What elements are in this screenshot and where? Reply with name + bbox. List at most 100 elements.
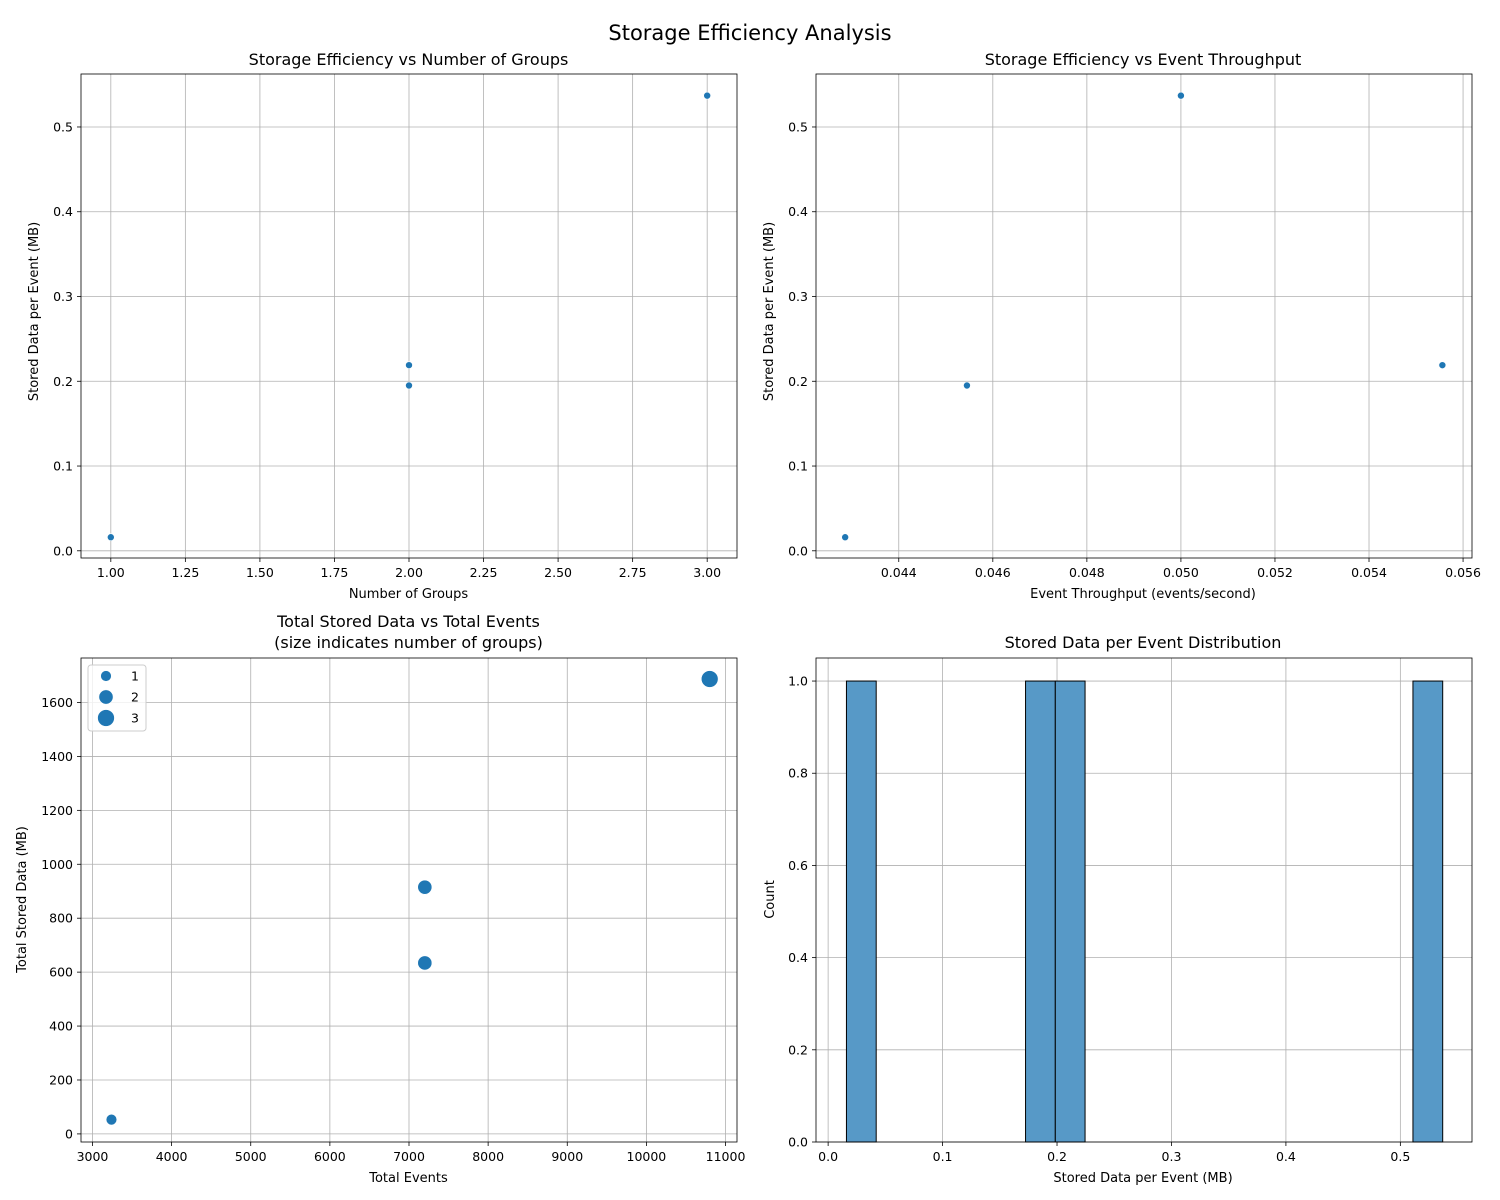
plot-area: 0.0 0.1 0.2 0.3 0.4 0.5 0.0 0.2 0.4 0.6 0.8 1.0 <box>788 657 1473 1164</box>
y-tick-label: 1000 <box>41 857 73 872</box>
panel-title: Storage Efficiency vs Number of Groups <box>249 50 569 69</box>
y-tick-label: 1400 <box>41 749 73 764</box>
y-tick-label: 0.8 <box>788 766 808 781</box>
x-tick-label: 0.052 <box>1257 565 1293 580</box>
size-legend: 1 2 3 <box>87 664 147 732</box>
x-tick-label: 0.4 <box>1276 1149 1296 1164</box>
y-axis-label: Total Stored Data (MB) <box>15 826 30 974</box>
legend-marker <box>98 689 114 705</box>
x-tick-label: 0.050 <box>1163 565 1199 580</box>
histogram-bar <box>845 680 877 1143</box>
x-tick-label: 1.50 <box>246 565 274 580</box>
axes-frame <box>815 73 1473 559</box>
y-tick-label: 600 <box>49 965 73 980</box>
x-tick-label: 0.1 <box>933 1149 953 1164</box>
y-tick-label: 0.3 <box>53 289 73 304</box>
scatter-point <box>417 879 433 895</box>
legend-label: 1 <box>131 669 139 684</box>
x-tick-label: 7000 <box>393 1149 425 1164</box>
panel-histogram: 0.0 0.1 0.2 0.3 0.4 0.5 0.0 0.2 0.4 0.6 0.8 1.0 Sto… <box>763 633 1473 1186</box>
x-tick-label: 0.5 <box>1390 1149 1410 1164</box>
figure-title: Storage Efficiency Analysis <box>608 21 891 45</box>
panel-title: Stored Data per Event Distribution <box>1005 633 1282 652</box>
scatter-point <box>700 670 719 688</box>
histogram-bar <box>1025 680 1056 1143</box>
x-tick-label: 2.00 <box>395 565 423 580</box>
x-tick-label: 11000 <box>706 1149 746 1164</box>
y-tick-label: 0 <box>65 1126 73 1141</box>
legend-marker <box>97 709 115 727</box>
x-tick-label: 0.044 <box>881 565 917 580</box>
y-tick-label: 1.0 <box>788 674 808 689</box>
y-tick-label: 1200 <box>41 803 73 818</box>
legend-label: 3 <box>131 711 139 726</box>
x-tick-label: 3000 <box>77 1149 109 1164</box>
y-axis-label: Stored Data per Event (MB) <box>27 222 42 401</box>
x-tick-label: 1.25 <box>171 565 199 580</box>
y-tick-label: 0.2 <box>788 1042 808 1057</box>
y-tick-label: 0.5 <box>788 119 808 134</box>
panel-subtitle: (size indicates number of groups) <box>274 633 543 652</box>
y-tick-label: 0.0 <box>788 543 808 558</box>
x-tick-label: 5000 <box>235 1149 267 1164</box>
plot-area: 1.00 1.25 1.50 1.75 2.00 2.25 2.50 2.75 3.00 0.0 0… <box>53 73 738 580</box>
y-tick-label: 400 <box>49 1019 73 1034</box>
plot-area: 3000 4000 5000 6000 7000 8000 9000 10000 1100002… <box>41 657 746 1164</box>
y-tick-label: 0.4 <box>788 204 808 219</box>
x-tick-label: 0.054 <box>1351 565 1387 580</box>
y-tick-label: 0.5 <box>53 119 73 134</box>
y-tick-label: 200 <box>49 1072 73 1087</box>
x-tick-label: 0.2 <box>1047 1149 1067 1164</box>
scatter-point <box>107 533 115 542</box>
legend-label: 2 <box>131 690 139 705</box>
plot-area: 0.044 0.046 0.048 0.050 0.052 0.054 0.056 0.0 0.… <box>788 73 1481 580</box>
y-tick-label: 1600 <box>41 695 73 710</box>
scatter-point <box>405 361 413 369</box>
x-tick-label: 8000 <box>472 1149 504 1164</box>
y-tick-label: 0.2 <box>788 374 808 389</box>
scatter-point <box>405 381 413 390</box>
x-tick-label: 10000 <box>627 1149 667 1164</box>
x-tick-label: 0.0 <box>818 1149 838 1164</box>
x-tick-label: 1.75 <box>321 565 349 580</box>
axes-frame <box>80 73 738 559</box>
x-tick-label: 2.25 <box>470 565 498 580</box>
scatter-point <box>841 533 849 542</box>
panel-groups-efficiency: 1.00 1.25 1.50 1.75 2.00 2.25 2.50 2.75 3.00 0.0 0… <box>27 50 738 602</box>
panel-title: Storage Efficiency vs Event Throughput <box>985 50 1302 69</box>
x-tick-label: 4000 <box>156 1149 188 1164</box>
y-tick-label: 0.0 <box>788 1135 808 1150</box>
x-tick-label: 0.056 <box>1445 565 1481 580</box>
x-tick-label: 9000 <box>551 1149 583 1164</box>
scatter-point <box>963 381 971 390</box>
x-tick-label: 1.00 <box>97 565 125 580</box>
y-tick-label: 0.6 <box>788 858 808 873</box>
x-tick-label: 6000 <box>314 1149 346 1164</box>
y-tick-label: 800 <box>49 911 73 926</box>
scatter-point <box>1177 91 1185 100</box>
y-tick-label: 0.4 <box>788 950 808 965</box>
panel-total-stored-vs-events: 3000 4000 5000 6000 7000 8000 9000 10000 1100002… <box>15 612 745 1186</box>
scatter-point <box>1438 361 1447 369</box>
x-tick-label: 0.046 <box>975 565 1011 580</box>
scatter-point <box>703 91 711 100</box>
histogram-bar <box>1054 680 1086 1143</box>
scatter-point <box>417 955 433 971</box>
x-tick-label: 2.75 <box>619 565 647 580</box>
x-axis-label: Total Events <box>368 1171 448 1186</box>
y-tick-label: 0.1 <box>788 459 808 474</box>
axes-frame <box>815 657 1473 1143</box>
x-tick-label: 0.048 <box>1069 565 1105 580</box>
panel-title: Total Stored Data vs Total Events <box>276 612 540 631</box>
x-axis-label: Stored Data per Event (MB) <box>1053 1171 1232 1186</box>
scatter-point <box>105 1113 118 1126</box>
legend-marker <box>100 670 112 682</box>
y-tick-label: 0.1 <box>53 459 73 474</box>
x-axis-label: Event Throughput (events/second) <box>1030 587 1256 602</box>
y-tick-label: 0.3 <box>788 289 808 304</box>
y-axis-label: Stored Data per Event (MB) <box>762 222 777 401</box>
histogram-bar <box>1412 680 1444 1143</box>
x-tick-label: 0.3 <box>1162 1149 1182 1164</box>
